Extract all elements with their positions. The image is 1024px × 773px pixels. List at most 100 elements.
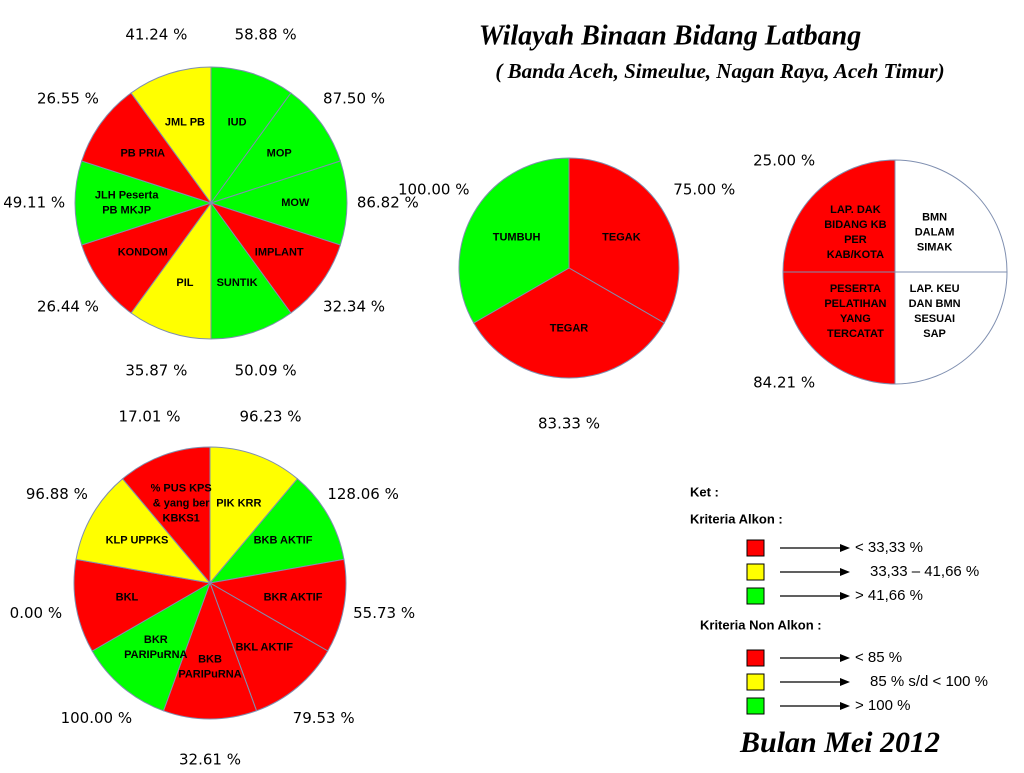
- legend-swatch: [746, 563, 765, 581]
- slice-label: BKR AKTIF: [264, 592, 323, 604]
- pie-slice: [121, 446, 211, 585]
- value-label: 17.01 %: [119, 407, 181, 425]
- slice-label: BMN: [922, 211, 947, 223]
- pie-slice: [209, 92, 341, 204]
- slice-label: PB MKJP: [102, 204, 151, 216]
- pie-slice: [210, 201, 292, 340]
- slice-label: DAN BMN: [909, 298, 961, 310]
- value-label: 50.09 %: [235, 362, 297, 380]
- value-label: 87.50 %: [323, 90, 385, 108]
- legend-text: 33,33 – 41,66 %: [870, 563, 979, 580]
- slice-label: KBKS1: [163, 513, 200, 525]
- slice-label: MOW: [281, 197, 310, 209]
- value-label: 79.53 %: [293, 709, 355, 727]
- slice-label: BKB AKTIF: [254, 535, 313, 547]
- slice-label: LAP. DAK: [830, 204, 881, 216]
- slice-label: YANG: [840, 313, 871, 325]
- slice-label: IMPLANT: [255, 246, 304, 258]
- slice-label: BKR: [144, 634, 168, 646]
- value-label: 32.34 %: [323, 297, 385, 315]
- pie-slice: [568, 157, 680, 324]
- pie-slice: [73, 558, 212, 652]
- slice-label: PESERTA: [830, 283, 881, 295]
- slice-label: TUMBUH: [493, 232, 541, 244]
- slice-label: TEGAK: [602, 232, 641, 244]
- value-label: 35.87 %: [125, 362, 187, 380]
- slice-label: BKB: [198, 654, 222, 666]
- value-label: 100.00 %: [61, 709, 133, 727]
- value-label: 0.00 %: [10, 604, 62, 622]
- slice-label: PIL: [176, 277, 193, 289]
- value-label: 58.88 %: [235, 25, 297, 43]
- legend-arrowhead: [840, 568, 850, 576]
- slice-label: PIK KRR: [216, 498, 261, 510]
- pie-slice: [130, 201, 212, 340]
- legend-swatch: [746, 587, 765, 605]
- pie-slice: [130, 66, 212, 205]
- pie-slice: [782, 271, 896, 385]
- slice-label: % PUS KPS: [151, 483, 212, 495]
- legend-swatch: [746, 673, 765, 691]
- slice-label: BKL AKTIF: [235, 641, 293, 653]
- value-label: 100.00 %: [398, 180, 470, 198]
- legend-text: < 85 %: [855, 649, 902, 666]
- pie-slice: [209, 446, 299, 585]
- slice-label: SIMAK: [917, 241, 953, 253]
- slice-label: TEGAR: [550, 322, 589, 334]
- slice-label: MOP: [267, 147, 292, 159]
- pie-slice: [91, 581, 211, 712]
- legend-arrowhead: [840, 654, 850, 662]
- value-label: 49.11 %: [3, 194, 65, 212]
- value-label: 83.33 %: [538, 415, 600, 433]
- legend-group-title: Kriteria Alkon :: [690, 511, 783, 526]
- pie-slice: [81, 92, 213, 204]
- value-label: 86.82 %: [357, 194, 419, 212]
- slice-label: PELATIHAN: [824, 298, 886, 310]
- pie-slice: [74, 160, 213, 246]
- pie-slice: [209, 160, 348, 246]
- slice-label: KONDOM: [118, 246, 168, 258]
- value-label: 96.88 %: [26, 485, 88, 503]
- pie-slice: [75, 478, 212, 584]
- value-label: 26.44 %: [37, 297, 99, 315]
- slice-label: JML PB: [165, 117, 205, 129]
- slice-label: BIDANG KB: [824, 219, 886, 231]
- legend-arrowhead: [840, 702, 850, 710]
- slice-label: JLH Peserta: [95, 189, 159, 201]
- pie-slice: [162, 581, 258, 720]
- slice-label: KLP UPPKS: [106, 535, 169, 547]
- legend-swatch: [746, 697, 765, 715]
- pie-slice: [782, 159, 896, 273]
- pie-slice: [208, 478, 345, 584]
- pie-slice: [473, 267, 665, 379]
- slice-label: SESUAI: [914, 313, 955, 325]
- slice-label: PB PRIA: [120, 147, 165, 159]
- legend-swatch: [746, 539, 765, 557]
- value-label: 25.00 %: [753, 152, 815, 170]
- slice-label: TERCATAT: [827, 328, 884, 340]
- legend-text: 85 % s/d < 100 %: [870, 673, 988, 690]
- slice-label: DALAM: [915, 226, 955, 238]
- value-label: 41.24 %: [125, 25, 187, 43]
- value-label: 96.23 %: [239, 407, 301, 425]
- footer: Bulan Mei 2012: [739, 726, 940, 759]
- pie-slice: [894, 271, 1008, 385]
- slice-label: PER: [844, 234, 867, 246]
- value-label: 128.06 %: [327, 485, 399, 503]
- pie-slice: [458, 157, 570, 324]
- slice-label: PARIPuRNA: [178, 669, 241, 681]
- slice-label: PARIPuRNA: [124, 649, 187, 661]
- pie-slice: [208, 558, 347, 652]
- slice-label: KAB/KOTA: [827, 249, 884, 261]
- slice-label: IUD: [228, 117, 247, 129]
- slice-label: SAP: [923, 328, 946, 340]
- value-label: 75.00 %: [673, 180, 735, 198]
- slice-label: BKL: [116, 592, 139, 604]
- legend-arrowhead: [840, 544, 850, 552]
- value-label: 26.55 %: [37, 90, 99, 108]
- value-label: 84.21 %: [753, 373, 815, 391]
- legend-text: > 41,66 %: [855, 587, 923, 604]
- value-label: 32.61 %: [179, 750, 241, 768]
- legend-group-title: Kriteria Non Alkon :: [700, 617, 822, 632]
